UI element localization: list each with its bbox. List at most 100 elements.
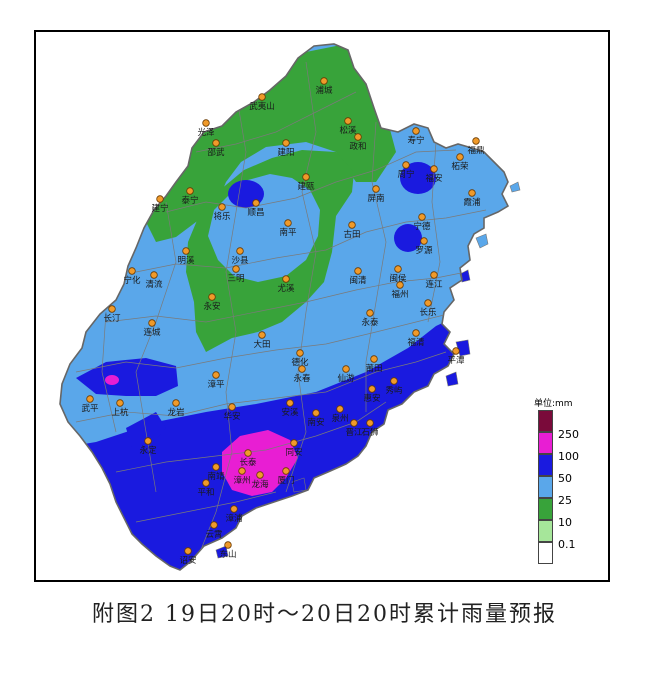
city-dot-icon	[282, 275, 290, 283]
city-label: 建瓯	[297, 181, 315, 192]
city-marker: 宁化	[123, 267, 141, 286]
city-marker: 明溪	[177, 247, 195, 266]
city-dot-icon	[150, 271, 158, 279]
city-marker: 连城	[143, 319, 161, 338]
city-dot-icon	[366, 309, 374, 317]
legend-label-100: 100	[558, 450, 579, 463]
city-dot-icon	[212, 463, 220, 471]
city-dot-icon	[148, 319, 156, 327]
city-dot-icon	[396, 281, 404, 289]
city-label: 漳平	[207, 379, 225, 390]
city-dot-icon	[210, 521, 218, 529]
city-label: 寿宁	[407, 135, 424, 146]
city-marker: 邵武	[207, 139, 225, 158]
city-marker: 古田	[343, 221, 361, 240]
city-label: 永泰	[361, 317, 379, 328]
city-label: 永春	[293, 373, 311, 384]
city-label: 南安	[307, 417, 324, 428]
city-marker: 石狮	[361, 419, 379, 438]
city-label: 连城	[143, 327, 161, 338]
city-marker: 南靖	[207, 463, 225, 482]
city-dot-icon	[230, 505, 238, 513]
city-dot-icon	[108, 305, 116, 313]
city-marker: 漳平	[207, 371, 225, 390]
city-label: 顺昌	[247, 208, 264, 218]
city-marker: 云霄	[205, 521, 223, 540]
legend-swatch-50	[538, 476, 553, 498]
city-dot-icon	[298, 365, 306, 373]
city-label: 龙海	[251, 479, 269, 490]
city-label: 霞浦	[463, 197, 481, 208]
city-marker: 漳浦	[225, 505, 243, 524]
city-marker: 诏安	[179, 547, 197, 566]
city-label: 宁德	[413, 221, 431, 232]
city-marker: 沙县	[231, 247, 249, 266]
city-label: 平潭	[447, 356, 465, 366]
city-label: 泉州	[331, 413, 348, 424]
city-label: 明溪	[177, 255, 195, 266]
city-marker: 连江	[425, 271, 443, 290]
city-dot-icon	[128, 267, 136, 275]
city-dot-icon	[252, 199, 260, 207]
city-marker: 霞浦	[463, 189, 481, 208]
city-dot-icon	[430, 165, 438, 173]
city-marker: 永泰	[361, 309, 379, 328]
city-marker: 长汀	[103, 305, 121, 324]
city-dot-icon	[430, 271, 438, 279]
legend-label-10: 10	[558, 516, 572, 529]
city-marker: 东山	[219, 541, 237, 560]
city-label: 屏南	[367, 193, 384, 204]
legend-swatch-10	[538, 520, 553, 542]
legend-swatch-250	[538, 432, 553, 454]
city-marker: 永春	[293, 365, 311, 384]
city-marker: 华安	[223, 403, 241, 422]
city-marker: 顺昌	[247, 199, 265, 218]
city-dot-icon	[212, 371, 220, 379]
city-dot-icon	[208, 293, 216, 301]
city-marker: 罗源	[415, 237, 433, 256]
city-marker: 上杭	[111, 399, 129, 418]
province-outline	[59, 43, 510, 571]
city-dot-icon	[86, 395, 94, 403]
city-marker: 莆田	[365, 355, 383, 374]
city-marker: 松溪	[339, 117, 357, 136]
city-label: 福清	[407, 337, 425, 348]
city-label: 邵武	[207, 147, 225, 158]
city-label: 惠安	[363, 393, 380, 404]
city-dot-icon	[354, 133, 362, 141]
city-label: 长泰	[239, 457, 257, 468]
rainfall-map: 浦城 武夷山 光泽 松溪 政和 邵武 建阳 寿宁 福鼎 周宁 柘荣 福安 霞浦 泰宁 建瓯 屏南 宁德 建宁 将乐 顺…	[34, 30, 610, 582]
city-dot-icon	[354, 267, 362, 275]
legend-swatch-25	[538, 498, 553, 520]
city-dot-icon	[452, 347, 460, 355]
city-marker: 平和	[197, 479, 215, 498]
city-marker: 仙游	[337, 365, 355, 384]
city-dot-icon	[342, 365, 350, 373]
city-dot-icon	[256, 471, 264, 479]
city-dot-icon	[370, 355, 378, 363]
legend-label-0-1: 0.1	[558, 538, 576, 551]
city-dot-icon	[258, 93, 266, 101]
legend-label-50: 50	[558, 472, 572, 485]
city-label: 三明	[227, 274, 244, 284]
city-dot-icon	[116, 399, 124, 407]
city-label: 安溪	[281, 407, 299, 418]
city-label: 建宁	[151, 203, 168, 214]
city-label: 松溪	[339, 125, 357, 136]
city-dot-icon	[224, 541, 232, 549]
city-marker: 漳州	[233, 467, 251, 486]
city-dot-icon	[236, 247, 244, 255]
city-marker: 安溪	[281, 399, 299, 418]
city-label: 漳州	[233, 475, 250, 486]
city-marker: 惠安	[363, 385, 381, 404]
city-label: 福州	[391, 289, 408, 300]
city-marker: 将乐	[213, 203, 231, 222]
city-marker: 政和	[349, 133, 367, 152]
city-dot-icon	[290, 439, 298, 447]
city-marker: 秀屿	[385, 377, 403, 396]
city-dot-icon	[186, 187, 194, 195]
coastal-islands	[215, 181, 521, 559]
legend-title: 单位:mm	[534, 399, 573, 409]
